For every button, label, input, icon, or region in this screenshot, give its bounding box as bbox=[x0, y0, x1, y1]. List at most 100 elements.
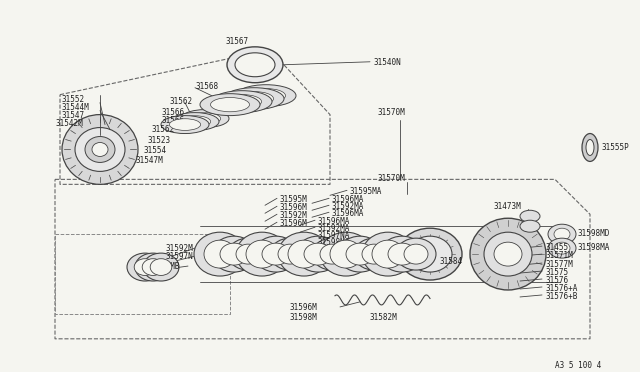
Ellipse shape bbox=[362, 244, 386, 264]
Text: 31570M: 31570M bbox=[378, 108, 406, 117]
Ellipse shape bbox=[262, 243, 290, 265]
Text: 31597N: 31597N bbox=[165, 252, 193, 261]
Ellipse shape bbox=[362, 232, 414, 276]
Ellipse shape bbox=[224, 88, 284, 110]
Text: 31562: 31562 bbox=[170, 97, 193, 106]
Ellipse shape bbox=[246, 89, 285, 103]
Text: 31544M: 31544M bbox=[62, 103, 90, 112]
Ellipse shape bbox=[254, 236, 298, 272]
Ellipse shape bbox=[211, 97, 250, 112]
Ellipse shape bbox=[143, 253, 179, 281]
Ellipse shape bbox=[288, 240, 320, 268]
Ellipse shape bbox=[494, 242, 522, 266]
Text: 31582M: 31582M bbox=[370, 313, 397, 322]
Text: 31598MD: 31598MD bbox=[578, 229, 611, 238]
Ellipse shape bbox=[246, 240, 278, 268]
Ellipse shape bbox=[320, 244, 344, 264]
Ellipse shape bbox=[320, 232, 372, 276]
Text: 31596MA: 31596MA bbox=[318, 217, 350, 226]
Ellipse shape bbox=[408, 236, 452, 272]
Text: 31566: 31566 bbox=[162, 116, 185, 125]
Ellipse shape bbox=[127, 253, 163, 281]
Ellipse shape bbox=[223, 94, 262, 109]
Ellipse shape bbox=[338, 236, 382, 272]
Text: 31592M: 31592M bbox=[280, 211, 308, 220]
Ellipse shape bbox=[171, 113, 219, 131]
Text: 31577M: 31577M bbox=[545, 260, 573, 269]
Ellipse shape bbox=[227, 47, 283, 83]
Text: 31576+A: 31576+A bbox=[545, 284, 577, 293]
Text: 31540N: 31540N bbox=[373, 58, 401, 67]
Ellipse shape bbox=[204, 240, 236, 268]
Text: 31596M: 31596M bbox=[280, 203, 308, 212]
Ellipse shape bbox=[304, 243, 332, 265]
Text: 31592MA: 31592MA bbox=[318, 224, 350, 233]
Ellipse shape bbox=[228, 238, 268, 270]
Ellipse shape bbox=[554, 228, 570, 240]
Ellipse shape bbox=[150, 259, 172, 275]
Ellipse shape bbox=[388, 243, 416, 265]
Text: 31542M: 31542M bbox=[55, 119, 83, 128]
Ellipse shape bbox=[296, 236, 340, 272]
Ellipse shape bbox=[404, 244, 428, 264]
Ellipse shape bbox=[142, 259, 164, 275]
Ellipse shape bbox=[548, 224, 576, 244]
Text: 31592M: 31592M bbox=[165, 244, 193, 253]
Text: 31552: 31552 bbox=[62, 94, 85, 104]
Text: 31555P: 31555P bbox=[602, 142, 630, 151]
Ellipse shape bbox=[236, 232, 288, 276]
Text: 31455: 31455 bbox=[545, 243, 568, 252]
Text: 31523: 31523 bbox=[148, 135, 171, 145]
Ellipse shape bbox=[75, 128, 125, 171]
Ellipse shape bbox=[236, 244, 260, 264]
Ellipse shape bbox=[380, 236, 424, 272]
Ellipse shape bbox=[235, 53, 275, 77]
Text: 31596MA: 31596MA bbox=[332, 209, 364, 218]
Text: 31571M: 31571M bbox=[545, 251, 573, 260]
Text: 31575: 31575 bbox=[545, 268, 568, 277]
Text: A3 5 100 4: A3 5 100 4 bbox=[555, 361, 601, 370]
Text: 31598MC: 31598MC bbox=[318, 238, 350, 247]
Ellipse shape bbox=[312, 238, 352, 270]
Ellipse shape bbox=[484, 232, 532, 276]
Text: 31596MA: 31596MA bbox=[332, 195, 364, 204]
Text: 31592MA: 31592MA bbox=[332, 202, 364, 211]
Ellipse shape bbox=[181, 110, 229, 128]
Text: 31598MB: 31598MB bbox=[148, 262, 180, 271]
Ellipse shape bbox=[161, 116, 209, 134]
Ellipse shape bbox=[520, 220, 540, 232]
Text: 31596M: 31596M bbox=[290, 303, 317, 312]
Ellipse shape bbox=[398, 228, 462, 280]
Text: 31568: 31568 bbox=[195, 82, 218, 91]
Ellipse shape bbox=[220, 243, 248, 265]
Text: 31596M: 31596M bbox=[280, 219, 308, 228]
Ellipse shape bbox=[92, 142, 108, 157]
Text: 31576: 31576 bbox=[545, 276, 568, 285]
Ellipse shape bbox=[548, 238, 576, 258]
Ellipse shape bbox=[170, 119, 200, 131]
Ellipse shape bbox=[270, 238, 310, 270]
Text: 31598MA: 31598MA bbox=[578, 243, 611, 252]
Ellipse shape bbox=[234, 92, 273, 106]
Ellipse shape bbox=[396, 238, 436, 270]
Text: 31598M: 31598M bbox=[290, 313, 317, 322]
Text: 31554: 31554 bbox=[143, 147, 166, 155]
Ellipse shape bbox=[179, 116, 211, 127]
Ellipse shape bbox=[85, 137, 115, 163]
Ellipse shape bbox=[470, 218, 546, 290]
Text: 31597NA: 31597NA bbox=[318, 231, 350, 240]
Ellipse shape bbox=[586, 140, 594, 155]
Ellipse shape bbox=[554, 242, 570, 254]
Ellipse shape bbox=[354, 238, 394, 270]
Text: 31595M: 31595M bbox=[280, 195, 308, 204]
Text: 31566: 31566 bbox=[162, 108, 185, 117]
Ellipse shape bbox=[212, 91, 272, 113]
Text: 31567: 31567 bbox=[225, 37, 248, 46]
Ellipse shape bbox=[134, 259, 156, 275]
Ellipse shape bbox=[346, 243, 374, 265]
Text: 31562: 31562 bbox=[152, 125, 175, 134]
Ellipse shape bbox=[135, 253, 171, 281]
Text: 31570M: 31570M bbox=[378, 174, 406, 183]
Ellipse shape bbox=[330, 240, 362, 268]
Text: 31576+B: 31576+B bbox=[545, 292, 577, 301]
